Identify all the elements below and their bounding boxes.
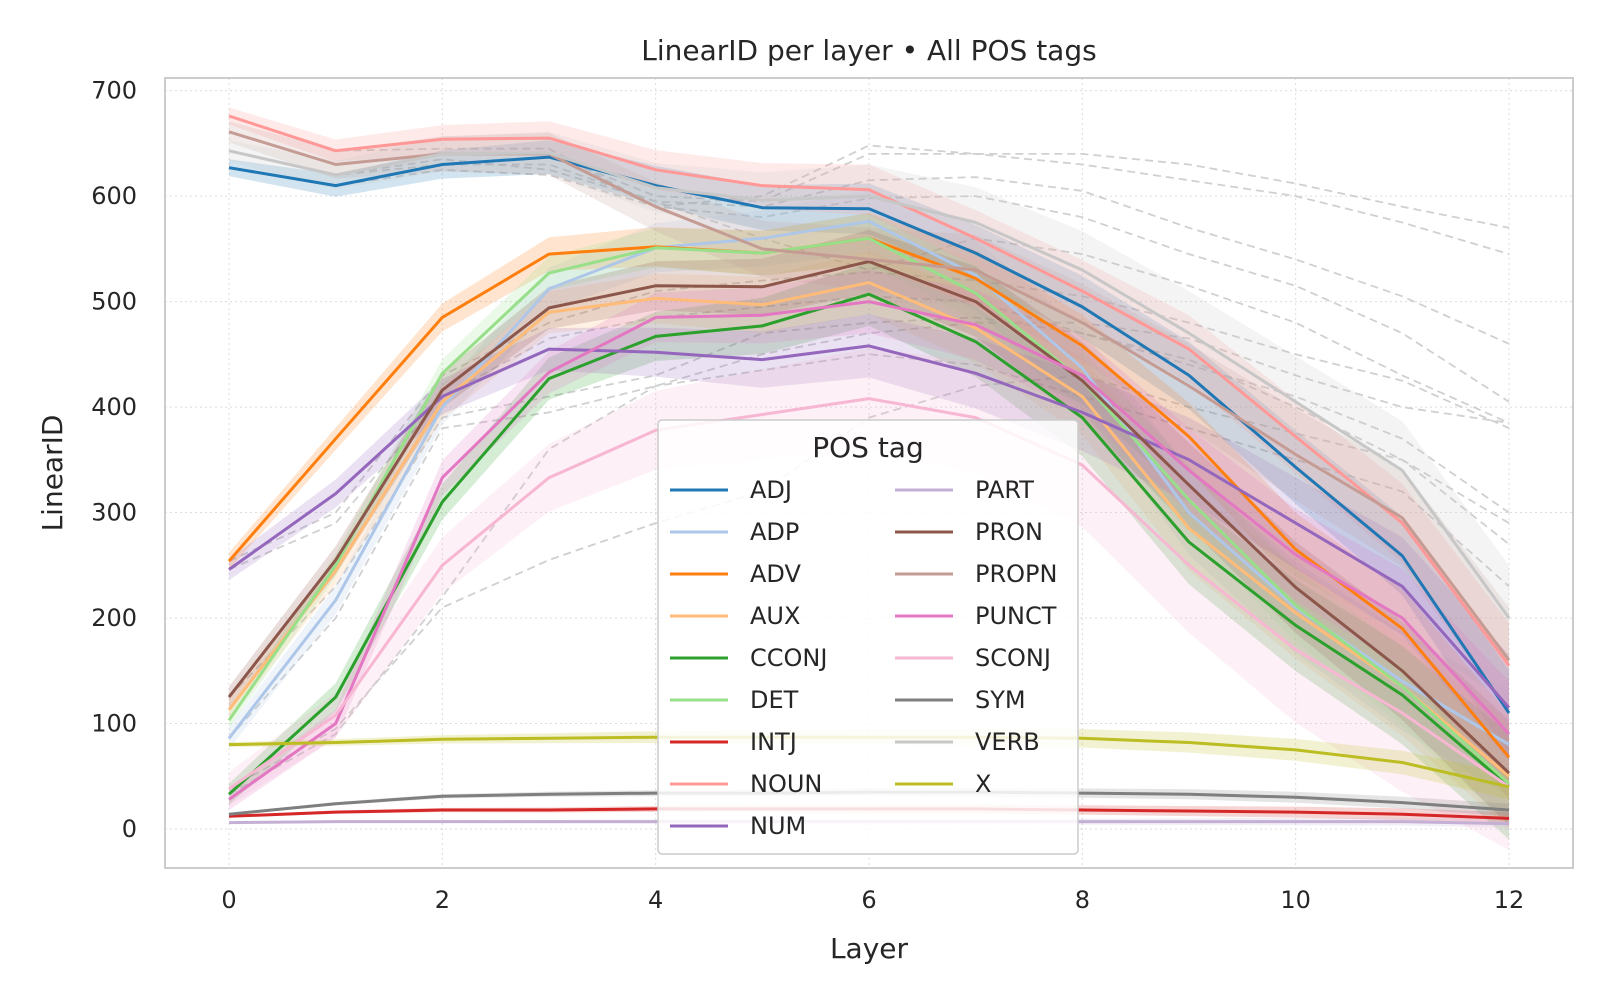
plot-frame bbox=[164, 77, 1574, 869]
background-dashed-line bbox=[228, 144, 1510, 229]
series-line-noun bbox=[228, 114, 1511, 667]
y-tick-label: 200 bbox=[91, 604, 137, 632]
series-band-aux bbox=[229, 251, 1509, 829]
chart-title: LinearID per layer • All POS tags bbox=[641, 34, 1096, 67]
legend-label-sym: SYM bbox=[975, 686, 1026, 714]
background-dashed-line bbox=[228, 130, 1510, 255]
legend-label-sconj: SCONJ bbox=[975, 644, 1051, 672]
series-line-verb bbox=[228, 149, 1511, 619]
x-tick-label: 0 bbox=[221, 886, 236, 914]
series-line-num bbox=[228, 344, 1511, 709]
legend-box bbox=[657, 419, 1079, 855]
legend-label-part: PART bbox=[975, 476, 1034, 504]
series-band-noun bbox=[229, 107, 1509, 708]
series-line-pron bbox=[227, 260, 1511, 775]
legend-label-aux: AUX bbox=[750, 602, 800, 630]
y-tick-label: 400 bbox=[91, 393, 137, 421]
x-tick-label: 8 bbox=[1075, 886, 1090, 914]
series-line-cconj bbox=[227, 292, 1510, 796]
legend-label-x: X bbox=[975, 770, 991, 798]
legend-label-det: DET bbox=[750, 686, 799, 714]
background-dashed-line bbox=[228, 374, 1510, 790]
x-tick-label: 10 bbox=[1280, 886, 1311, 914]
legend-label-cconj: CCONJ bbox=[750, 644, 827, 672]
legend-label-punct: PUNCT bbox=[975, 602, 1057, 630]
legend-label-adj: ADJ bbox=[750, 476, 792, 504]
series-band-sconj bbox=[229, 348, 1509, 851]
x-axis-label: Layer bbox=[830, 932, 909, 965]
background-dashed-line bbox=[228, 321, 1510, 739]
legend-label-propn: PROPN bbox=[975, 560, 1057, 588]
series-line-adj bbox=[228, 155, 1511, 714]
series-band-cconj bbox=[229, 262, 1509, 840]
y-tick-label: 500 bbox=[91, 288, 137, 316]
legend-label-pron: PRON bbox=[975, 518, 1043, 546]
legend: POS tag ADJ ADP ADV AUX CCONJ DET INTJ NOUN NUM P… bbox=[657, 419, 1079, 855]
series-band-punct bbox=[229, 270, 1509, 810]
x-tick-label: 2 bbox=[435, 886, 450, 914]
series-band-num bbox=[229, 314, 1509, 761]
x-tick-label: 4 bbox=[648, 886, 663, 914]
y-tick-label: 600 bbox=[91, 182, 137, 210]
axis-ticks: 0 2 4 6 8 10 12 0 100 200 300 400 500 600 700 bbox=[91, 77, 1524, 914]
series-line-sconj bbox=[228, 397, 1510, 791]
legend-label-num: NUM bbox=[750, 812, 806, 840]
series-line-punct bbox=[228, 300, 1511, 801]
legend-label-adp: ADP bbox=[750, 518, 799, 546]
series-band-pron bbox=[229, 229, 1509, 826]
legend-label-adv: ADV bbox=[750, 560, 801, 588]
series-line-aux bbox=[227, 281, 1510, 778]
legend-label-verb: VERB bbox=[975, 728, 1040, 756]
series-line-adp bbox=[227, 219, 1510, 746]
background-dashed-line bbox=[228, 149, 1510, 345]
legend-title: POS tag bbox=[812, 431, 924, 464]
y-tick-label: 100 bbox=[91, 710, 137, 738]
background-dashed-line bbox=[228, 316, 1510, 698]
y-tick-label: 300 bbox=[91, 499, 137, 527]
legend-items: ADJ ADP ADV AUX CCONJ DET INTJ NOUN NUM PART PRON P… bbox=[670, 476, 1057, 840]
legend-label-noun: NOUN bbox=[750, 770, 822, 798]
series-line-det bbox=[227, 236, 1511, 785]
x-tick-label: 6 bbox=[861, 886, 876, 914]
x-tick-label: 12 bbox=[1494, 886, 1525, 914]
y-tick-label: 0 bbox=[122, 815, 137, 843]
legend-label-intj: INTJ bbox=[750, 728, 797, 756]
y-tick-label: 700 bbox=[91, 77, 137, 105]
series-band-x bbox=[229, 728, 1509, 800]
y-axis-label: LinearID bbox=[36, 415, 69, 532]
series-band-adj bbox=[229, 140, 1509, 756]
